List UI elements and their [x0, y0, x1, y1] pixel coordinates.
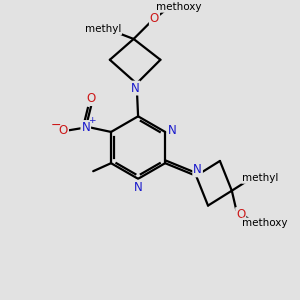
Text: N: N [131, 82, 140, 94]
Text: N: N [193, 164, 202, 176]
Text: O: O [150, 12, 159, 25]
Text: O: O [86, 92, 96, 105]
Text: methyl: methyl [242, 173, 278, 183]
Text: methoxy: methoxy [242, 218, 288, 228]
Text: N: N [168, 124, 177, 137]
Text: methyl: methyl [85, 24, 121, 34]
Text: N: N [81, 121, 90, 134]
Text: methoxy: methoxy [156, 2, 202, 12]
Text: +: + [88, 116, 96, 125]
Text: N: N [134, 181, 142, 194]
Text: O: O [236, 208, 245, 221]
Text: O: O [59, 124, 68, 137]
Text: −: − [51, 118, 61, 132]
